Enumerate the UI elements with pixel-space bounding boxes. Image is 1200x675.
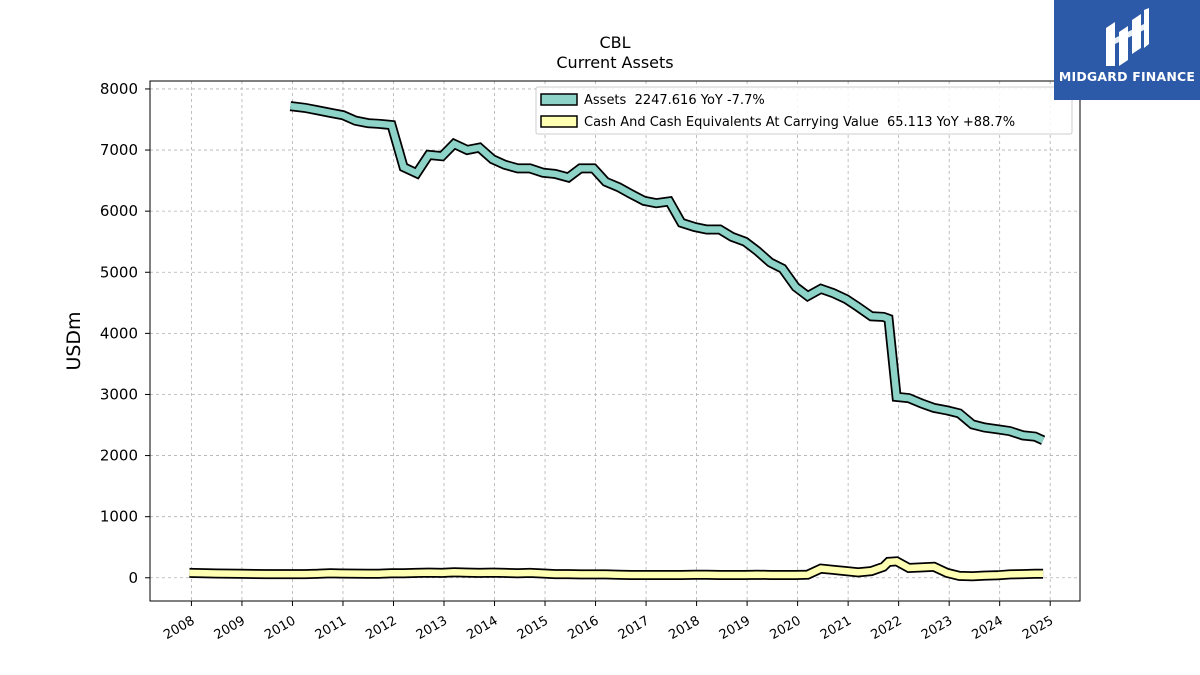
y-tick-label: 4000 [100,324,138,342]
y-tick-label: 5000 [100,263,138,281]
y-tick-label: 1000 [100,508,138,526]
x-tick-label: 2019 [717,613,753,643]
midgard-finance-logo: MIDGARD FINANCE [1054,0,1200,100]
legend: Assets 2247.616 YoY -7.7% Cash And Cash … [535,86,1073,135]
x-tick-label: 2021 [818,613,854,643]
y-axis-label: USDm [63,311,85,370]
legend-box [535,86,1073,135]
legend-swatch-assets [540,93,578,106]
x-tick-label: 2015 [515,613,551,643]
x-tick-label: 2024 [970,613,1006,643]
x-tick-label: 2020 [767,613,803,643]
y-tick-label: 6000 [100,202,138,220]
chart-title: CBL [599,33,630,52]
x-tick-label: 2025 [1020,613,1056,643]
x-tick-label: 2017 [616,613,652,643]
chart-subtitle: Current Assets [556,53,673,72]
y-tick-label: 3000 [100,385,138,403]
plot-frame [149,80,1081,602]
legend-label-cash: Cash And Cash Equivalents At Carrying Va… [584,115,1015,130]
x-tick-label: 2009 [212,613,248,643]
x-tick-label: 2010 [262,613,298,643]
legend-swatch-cash [540,115,578,128]
series-line-assets [290,102,1045,444]
x-tick-label: 2018 [666,613,702,643]
x-tick-label: 2011 [313,613,349,643]
y-tick-label: 0 [128,569,138,587]
x-tick-label: 2022 [868,613,904,643]
x-tick-label: 2013 [414,613,450,643]
logo-mark-icon [1106,8,1149,66]
x-tick-label: 2016 [565,613,601,643]
x-tick-label: 2014 [464,613,500,643]
series-line-cash [189,557,1044,580]
y-tick-label: 2000 [100,447,138,465]
x-tick-label: 2012 [363,613,399,643]
y-tick-label: 7000 [100,141,138,159]
x-tick-label: 2008 [161,613,197,643]
legend-label-assets: Assets 2247.616 YoY -7.7% [584,93,765,108]
y-tick-label: 8000 [100,80,138,98]
x-tick-label: 2023 [919,613,955,643]
series-lines [189,101,1046,582]
grid [150,81,1080,601]
logo-name: MIDGARD FINANCE [1058,69,1196,84]
